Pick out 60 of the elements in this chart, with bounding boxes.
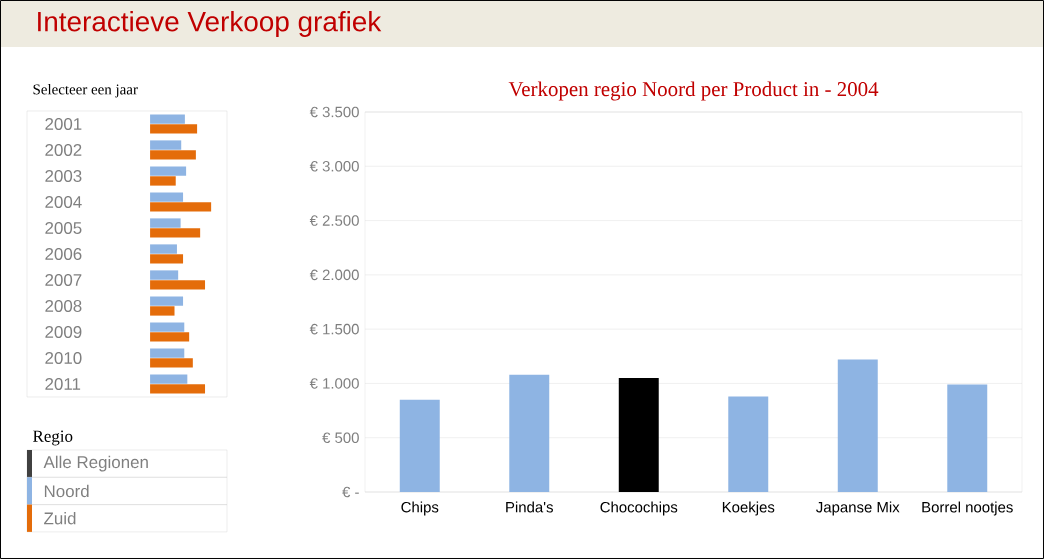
text: Noord xyxy=(44,484,89,498)
y-tick-label: 2004 xyxy=(45,196,82,208)
bar xyxy=(150,384,206,394)
bar xyxy=(150,348,185,358)
bar xyxy=(150,218,181,228)
bar xyxy=(150,306,175,316)
y-tick-label: 2008 xyxy=(45,300,82,312)
y-tick-label: € 2.000 xyxy=(309,269,359,281)
y-tick-label: 2006 xyxy=(45,248,82,260)
bar xyxy=(399,399,440,492)
y-tick-label: € 500 xyxy=(322,432,359,443)
bar xyxy=(150,358,193,368)
bar xyxy=(150,296,184,306)
bar xyxy=(150,270,179,280)
bar xyxy=(150,140,182,150)
bar xyxy=(150,202,212,212)
x-tick-label: Chips xyxy=(401,501,439,516)
bar xyxy=(150,322,185,332)
bar xyxy=(150,228,201,238)
y-tick-label: 2009 xyxy=(45,326,82,338)
y-tick-label: € 1.000 xyxy=(309,378,359,389)
chart-title: Selecteer een jaar xyxy=(33,83,138,98)
bar xyxy=(150,244,177,254)
bar xyxy=(947,384,988,492)
y-tick-label: 2007 xyxy=(45,274,82,286)
bar xyxy=(618,378,659,492)
y-tick-label: 2010 xyxy=(45,352,82,364)
x-tick-label: Pinda's xyxy=(506,501,553,513)
bar xyxy=(150,150,196,160)
chart-title: Verkopen regio Noord per Product in - 2004 xyxy=(508,81,879,101)
y-tick-label: € 1.500 xyxy=(309,323,359,335)
x-tick-label: Borrel nootjes xyxy=(922,501,1013,516)
y-tick-label: 2003 xyxy=(45,170,82,182)
y-tick-label: 2005 xyxy=(45,222,82,234)
y-tick-label: € 3.000 xyxy=(309,160,359,172)
bar xyxy=(150,114,185,124)
bar xyxy=(728,396,769,492)
y-tick-label: € - xyxy=(342,486,359,498)
bar xyxy=(150,124,198,134)
y-tick-label: 2011 xyxy=(45,378,81,390)
bar xyxy=(150,374,188,384)
bar xyxy=(150,280,206,290)
bar xyxy=(150,332,190,342)
text: Alle Regionen xyxy=(43,455,148,472)
x-tick-label: Chocochips xyxy=(600,501,678,516)
bar xyxy=(150,192,184,202)
bar xyxy=(150,176,176,186)
y-tick-label: € 3.500 xyxy=(309,106,359,118)
text: Regio xyxy=(33,430,73,446)
y-tick-label: € 2.500 xyxy=(309,215,359,226)
text: Zuid xyxy=(44,511,76,525)
bar xyxy=(509,374,550,492)
bar xyxy=(150,254,184,264)
text: Interactieve Verkoop grafiek xyxy=(38,11,382,37)
y-tick-label: 2001 xyxy=(45,118,82,130)
x-tick-label: Japanse Mix xyxy=(816,501,900,516)
bar xyxy=(837,359,878,492)
bar xyxy=(150,166,187,176)
y-tick-label: 2002 xyxy=(45,144,82,156)
x-tick-label: Koekjes xyxy=(722,501,775,516)
